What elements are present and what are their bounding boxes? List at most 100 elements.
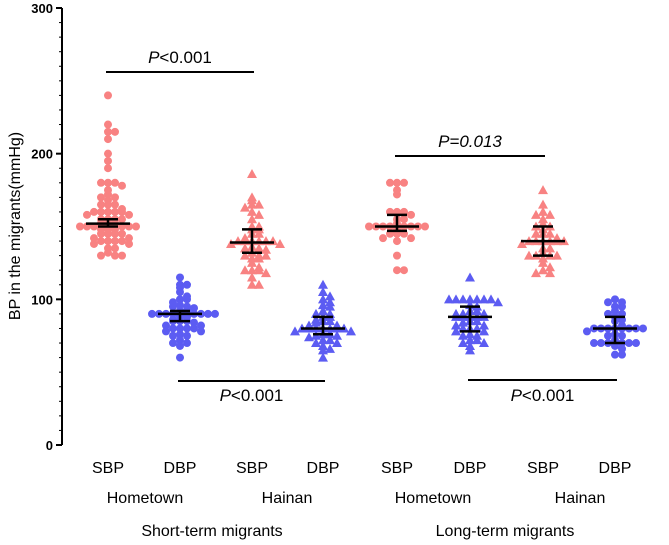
data-point-circle xyxy=(197,327,205,336)
data-point-triangle xyxy=(247,257,257,267)
data-point-triangle xyxy=(254,199,264,209)
data-point-circle xyxy=(618,331,626,340)
data-point-triangle xyxy=(458,338,468,348)
data-point-triangle xyxy=(325,343,335,353)
data-point-triangle xyxy=(493,297,503,307)
data-point-triangle xyxy=(311,317,321,327)
data-point-triangle xyxy=(479,320,489,330)
data-point-circle xyxy=(393,251,401,260)
significance-annotations: P<0.001 P<0.001 P=0.013 P<0.001 xyxy=(106,48,617,405)
data-point-circle xyxy=(190,324,198,333)
x-tick-label: DBP xyxy=(164,460,197,477)
data-point-circle xyxy=(597,339,605,348)
data-point-triangle xyxy=(451,320,461,330)
data-point-circle xyxy=(90,207,98,216)
data-point-circle xyxy=(190,318,198,327)
data-point-circle xyxy=(386,178,394,187)
data-point-triangle xyxy=(451,326,461,336)
data-point-triangle xyxy=(531,268,541,278)
data-point-triangle xyxy=(240,202,250,212)
data-point-circle xyxy=(611,295,619,304)
data-point-circle xyxy=(618,302,626,311)
data-point-circle xyxy=(162,321,170,330)
data-point-triangle xyxy=(318,335,328,345)
data-point-circle xyxy=(176,330,184,339)
data-point-triangle xyxy=(545,243,555,253)
x-tick-label: SBP xyxy=(92,460,124,477)
data-point-circle xyxy=(118,251,126,260)
data-point-circle xyxy=(169,302,177,311)
p-value-label: P<0.001 xyxy=(148,48,212,67)
data-point-circle xyxy=(176,353,184,362)
data-point-triangle xyxy=(458,317,468,327)
data-point-triangle xyxy=(517,238,527,248)
data-point-triangle xyxy=(545,268,555,278)
y-axis-label: BP in the migrants(mmHg) xyxy=(7,132,24,320)
x-tick-label: DBP xyxy=(454,460,487,477)
data-point-circle xyxy=(97,200,105,209)
data-point-circle xyxy=(118,207,126,216)
place-label: Hainan xyxy=(262,490,313,507)
data-point-triangle xyxy=(545,262,555,272)
data-point-triangle xyxy=(254,228,264,238)
data-point-circle xyxy=(632,339,640,348)
data-point-triangle xyxy=(325,301,335,311)
data-point-triangle xyxy=(325,316,335,326)
data-point-circle xyxy=(111,200,119,209)
data-point-triangle xyxy=(524,250,534,260)
data-point-triangle xyxy=(451,294,461,304)
data-point-circle xyxy=(400,215,408,224)
data-point-circle xyxy=(104,200,112,209)
place-label: Hometown xyxy=(395,490,471,507)
data-point-triangle xyxy=(531,209,541,219)
data-point-circle xyxy=(97,237,105,246)
data-point-triangle xyxy=(472,294,482,304)
data-point-triangle xyxy=(538,257,548,267)
y-tick-label: 100 xyxy=(31,292,53,307)
data-point-triangle xyxy=(254,265,264,275)
data-point-triangle xyxy=(458,294,468,304)
data-point-triangle xyxy=(325,291,335,301)
data-point-triangle xyxy=(261,244,271,254)
data-point-triangle xyxy=(538,199,548,209)
data-point-circle xyxy=(183,295,191,304)
data-point-triangle xyxy=(325,335,335,345)
data-point-circle xyxy=(104,127,112,136)
data-point-circle xyxy=(183,331,191,340)
data-point-circle xyxy=(393,178,401,187)
data-point-circle xyxy=(176,336,184,345)
data-point-triangle xyxy=(545,209,555,219)
data-point-circle xyxy=(104,190,112,199)
data-point-triangle xyxy=(240,265,250,275)
data-point-triangle xyxy=(254,243,264,253)
place-label: Hometown xyxy=(107,490,183,507)
data-point-circle xyxy=(118,229,126,238)
data-point-circle xyxy=(625,339,633,348)
data-point-circle xyxy=(104,248,112,257)
data-point-circle xyxy=(125,239,133,248)
data-point-circle xyxy=(83,210,91,219)
data-point-triangle xyxy=(458,330,468,340)
data-point-circle xyxy=(611,350,619,359)
data-point-triangle xyxy=(465,345,475,355)
data-point-triangle xyxy=(304,332,314,342)
data-point-circle xyxy=(604,298,612,307)
data-point-circle xyxy=(125,234,133,243)
data-point-triangle xyxy=(240,250,250,260)
data-point-circle xyxy=(611,306,619,315)
data-point-triangle xyxy=(318,300,328,310)
data-point-circle xyxy=(400,178,408,187)
y-tick-label: 200 xyxy=(31,147,53,162)
data-point-circle xyxy=(125,210,133,219)
data-point-circle xyxy=(104,237,112,246)
data-point-triangle xyxy=(465,335,475,345)
data-point-triangle xyxy=(254,253,264,263)
cohort-label: Long-term migrants xyxy=(436,523,575,540)
data-point-triangle xyxy=(538,206,548,216)
y-axis: 0 100 200 300 xyxy=(31,1,63,453)
data-point-circle xyxy=(90,234,98,243)
data-point-triangle xyxy=(247,265,257,275)
data-point-triangle xyxy=(332,338,342,348)
data-point-triangle xyxy=(346,326,356,336)
data-point-circle xyxy=(104,178,112,187)
